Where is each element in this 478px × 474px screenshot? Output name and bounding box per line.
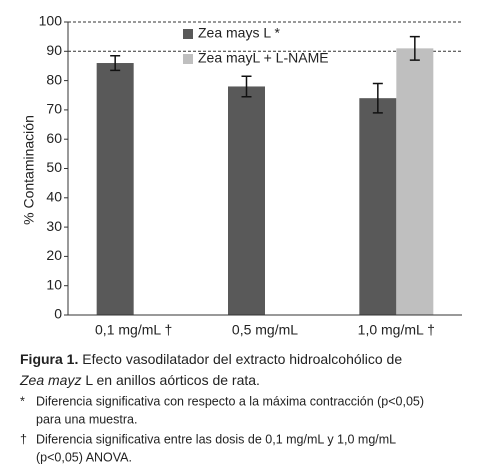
y-tick-label: 100	[39, 13, 63, 29]
caption: Zea mayz L en anillos aórticos de rata.	[19, 372, 260, 388]
note-text: para una muestra.	[36, 412, 137, 426]
bar	[359, 98, 397, 316]
caption: Figura 1. Efecto vasodilatador del extra…	[20, 351, 402, 367]
note-mark: †	[20, 432, 27, 446]
caption-text: L en anillos aórticos de rata.	[81, 372, 259, 388]
note-text: Diferencia significativa entre las dosis…	[36, 432, 396, 446]
legend-swatch	[183, 54, 193, 64]
x-tick-label: 0,1 mg/mL †	[95, 322, 172, 338]
error-bar	[241, 75, 252, 98]
y-tick-label: 90	[46, 42, 62, 58]
y-tick-label: 0	[54, 306, 62, 322]
bar	[96, 63, 134, 315]
error-bar	[110, 54, 121, 72]
bar	[228, 86, 265, 316]
y-axis-label: % Contaminación	[21, 115, 37, 225]
y-tick-label: 20	[46, 247, 62, 263]
y-tick-label: 80	[46, 71, 62, 87]
error-bar	[409, 35, 420, 61]
error-bar	[372, 82, 383, 114]
legend-label: Zea mays L *	[198, 25, 281, 41]
y-tick-label: 50	[46, 159, 62, 175]
legend-swatch	[183, 29, 193, 39]
caption-label: Figura 1.	[20, 351, 78, 367]
caption-italic: Zea mayz	[19, 372, 81, 388]
y-tick-label: 10	[46, 276, 62, 292]
note-mark: *	[20, 394, 25, 408]
y-tick-label: 70	[46, 101, 62, 117]
caption-text: Efecto vasodilatador del extracto hidroa…	[78, 351, 402, 367]
x-tick-label: 0,5 mg/mL	[232, 322, 298, 338]
bar	[396, 48, 434, 316]
note-text: (p<0,05) ANOVA.	[36, 450, 132, 464]
y-tick-label: 60	[46, 130, 62, 146]
note-text: Diferencia significativa con respecto a …	[36, 394, 424, 408]
y-tick-label: 30	[46, 218, 62, 234]
x-tick-label: 1,0 mg/mL †	[358, 322, 435, 338]
y-tick-label: 40	[46, 189, 62, 205]
legend-label: Zea mayL + L-NAME	[198, 50, 329, 66]
